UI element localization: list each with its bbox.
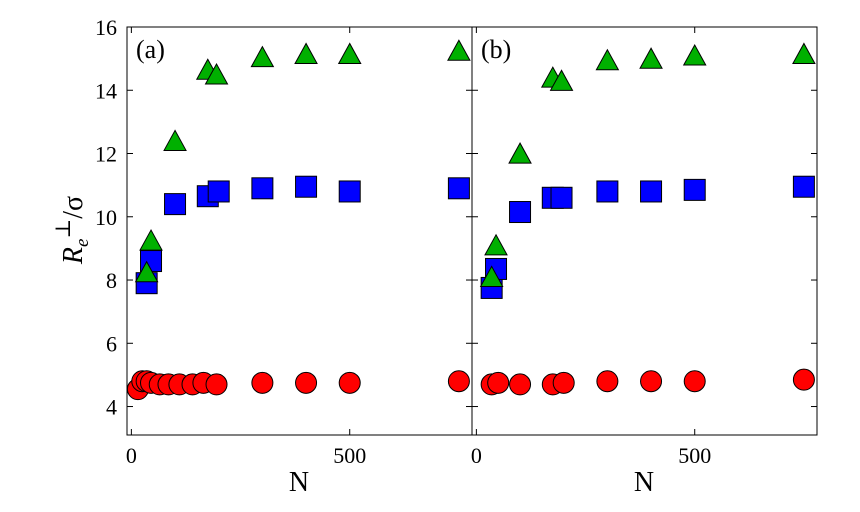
data-point-triangle-b (595, 48, 620, 71)
marks-layer (126, 39, 816, 401)
data-point-circle-b (509, 373, 532, 396)
x-axis-title-a: N (289, 467, 309, 498)
data-point-circle-b (596, 370, 619, 393)
panel-b-frame (471, 26, 818, 436)
data-point-triangle-b (484, 233, 508, 256)
x-tick-label: 0 (126, 443, 137, 468)
data-point-circle-b (640, 370, 663, 393)
data-point-triangle-b (682, 44, 707, 66)
data-point-square-a (447, 177, 470, 200)
data-point-triangle-b (639, 47, 663, 69)
data-point-circle-a (338, 371, 361, 394)
x-tick-label: 500 (678, 443, 711, 468)
panel-b-label: (b) (481, 35, 511, 64)
data-point-triangle-a (204, 62, 229, 85)
panel-a-label: (a) (136, 35, 165, 64)
data-point-triangle-b (549, 69, 574, 91)
x-tick-label: 0 (471, 443, 482, 468)
data-point-square-b (683, 178, 706, 201)
y-tick-label: 8 (106, 268, 117, 293)
data-point-square-b (792, 175, 815, 198)
data-point-circle-a (447, 370, 470, 393)
data-point-circle-b (792, 368, 815, 391)
data-point-square-b (509, 201, 532, 224)
data-point-triangle-a (163, 129, 187, 151)
y-axis-title-superscript: ⊥ (51, 219, 75, 239)
data-point-circle-b (683, 370, 706, 393)
y-tick-label: 4 (106, 395, 117, 420)
data-point-triangle-a (250, 45, 275, 68)
data-point-circle-a (251, 371, 274, 394)
data-point-triangle-a (139, 229, 163, 251)
data-point-square-a (164, 193, 187, 216)
data-point-circle-a (205, 373, 228, 396)
y-tick-label: 6 (106, 331, 117, 356)
y-axis-title-main: R (58, 247, 89, 265)
data-point-triangle-a (337, 42, 362, 64)
data-point-square-b (596, 180, 619, 203)
data-point-square-a (338, 180, 361, 203)
data-point-triangle-b (479, 265, 504, 287)
y-axis-title-suffix: /σ (58, 196, 89, 219)
y-tick-label: 10 (95, 205, 117, 230)
y-tick-label: 12 (95, 142, 117, 167)
data-point-circle-b (552, 371, 575, 394)
data-point-triangle-b (508, 142, 532, 164)
y-tick-label: 16 (95, 15, 117, 40)
data-point-square-a (295, 175, 318, 198)
data-point-triangle-a (447, 39, 471, 61)
x-tick-label: 500 (333, 443, 366, 468)
data-point-triangle-a (294, 42, 318, 64)
y-axis-title-subscript: e (72, 239, 93, 247)
data-point-triangle-a (134, 260, 159, 283)
data-point-circle-a (295, 371, 318, 394)
data-point-square-b (640, 180, 663, 203)
data-point-square-a (207, 180, 230, 203)
data-point-triangle-b (792, 42, 816, 64)
ticks-layer: 4 6 8 10 12 14 16 0 500 0 500 (95, 15, 817, 468)
data-point-circle-b (487, 371, 510, 394)
y-axis-title: Re⊥/σ (51, 196, 93, 265)
y-tick-label: 14 (95, 78, 117, 103)
data-point-square-b (550, 186, 573, 209)
data-point-square-a (251, 177, 274, 200)
x-axis-title-b: N (634, 467, 654, 498)
